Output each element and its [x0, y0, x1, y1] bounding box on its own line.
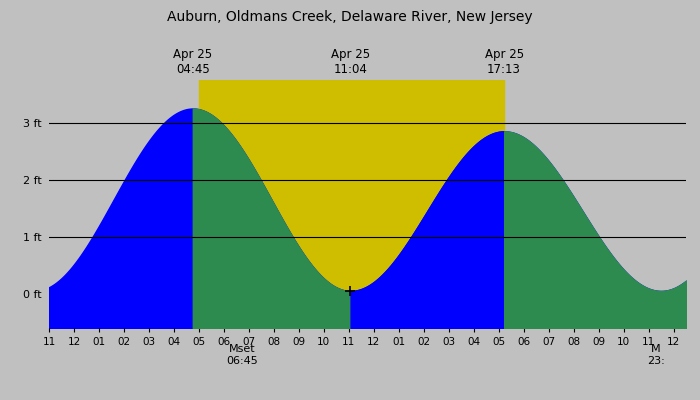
Text: Apr 25
17:13: Apr 25 17:13 — [484, 48, 524, 76]
Text: Apr 25
11:04: Apr 25 11:04 — [331, 48, 370, 76]
Text: Mset
06:45: Mset 06:45 — [227, 344, 258, 366]
Bar — [199, 80, 504, 328]
Text: Auburn, Oldmans Creek, Delaware River, New Jersey: Auburn, Oldmans Creek, Delaware River, N… — [167, 10, 533, 24]
Text: M
23:: M 23: — [647, 344, 665, 366]
Text: Apr 25
04:45: Apr 25 04:45 — [173, 48, 212, 76]
